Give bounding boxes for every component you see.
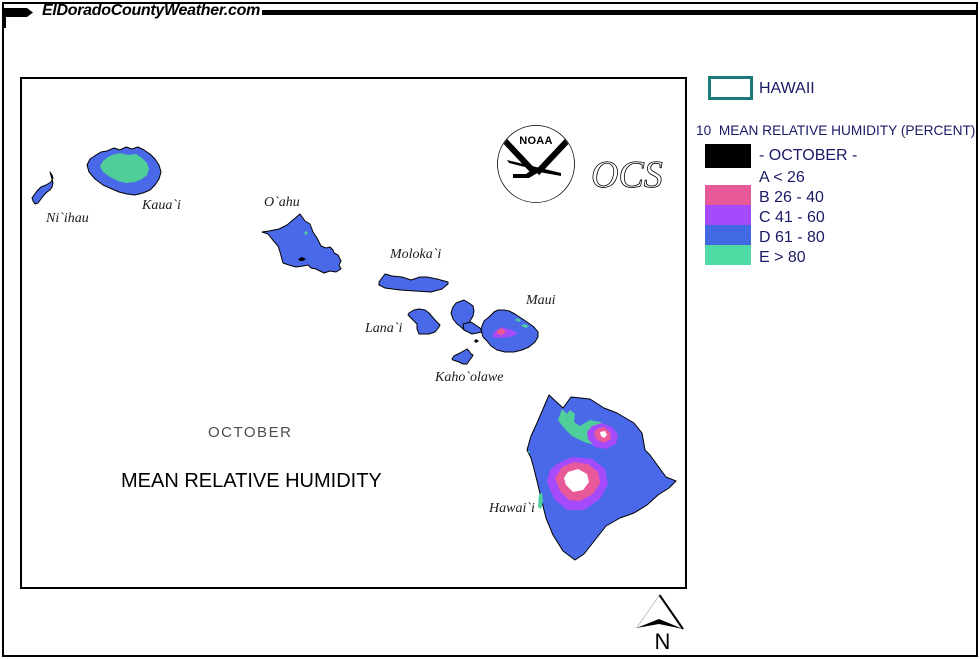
svg-text:NOAA: NOAA [519,135,553,147]
svg-text:N: N [655,629,671,653]
svg-text:OCS: OCS [591,154,663,196]
